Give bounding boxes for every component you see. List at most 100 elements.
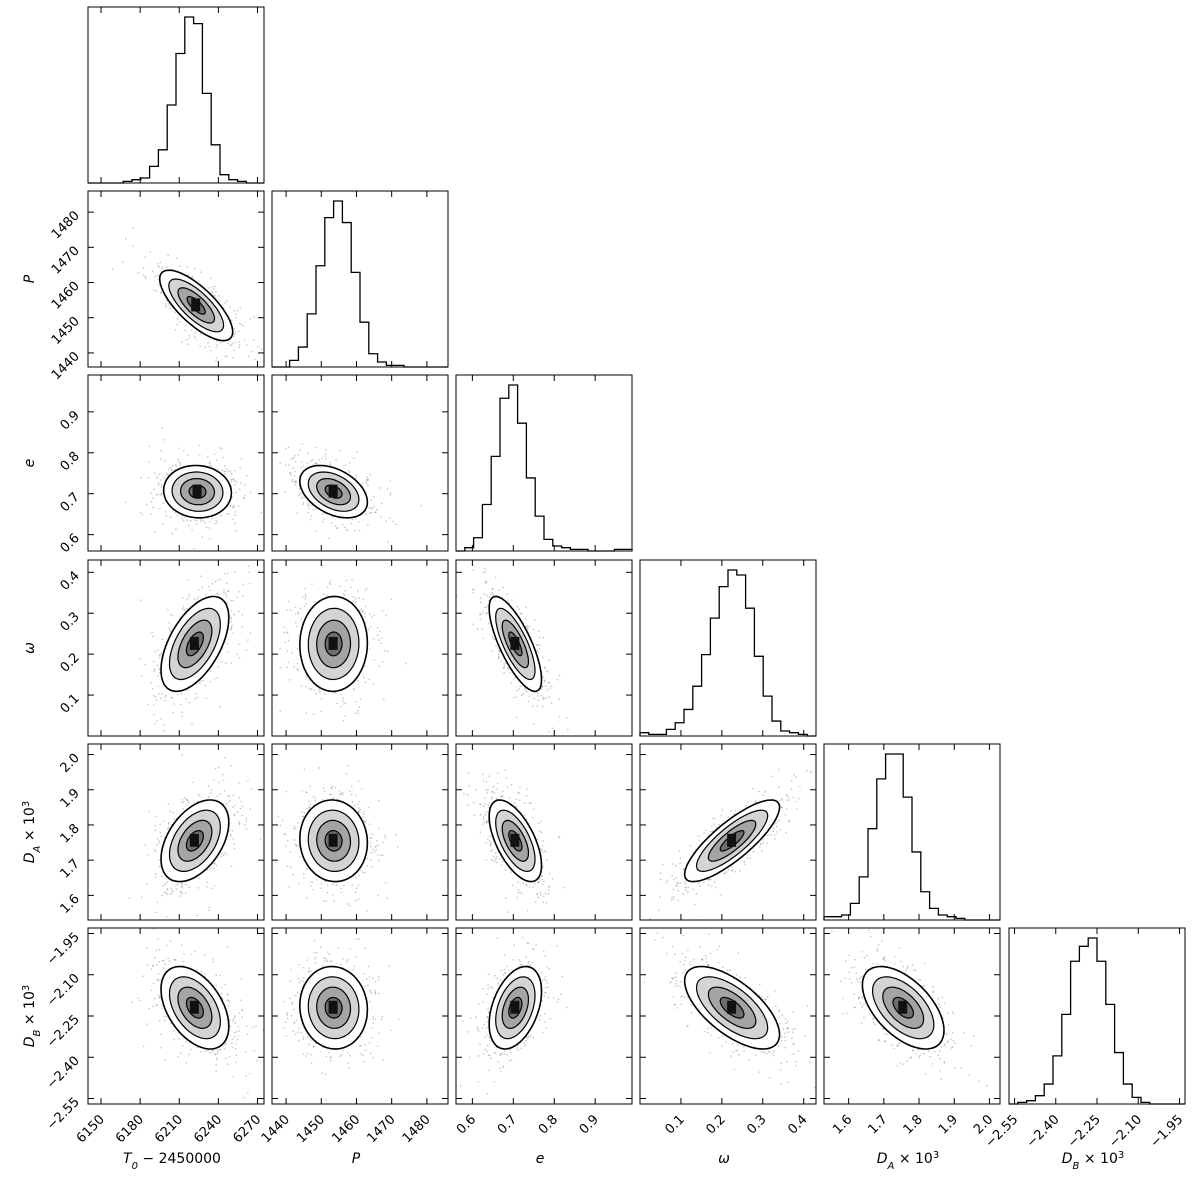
scatter-point	[174, 328, 177, 331]
scatter-panel-content	[138, 565, 264, 732]
scatter-point	[373, 638, 376, 640]
scatter-point	[165, 472, 168, 475]
scatter-point	[232, 504, 235, 507]
scatter-point	[204, 521, 206, 524]
scatter-point	[241, 614, 244, 616]
scatter-point	[157, 685, 160, 688]
scatter-panel-content	[111, 226, 263, 362]
scatter-point	[303, 496, 305, 499]
scatter-point	[172, 811, 174, 814]
scatter-point	[152, 497, 154, 499]
scatter-point	[308, 687, 311, 690]
scatter-point	[180, 883, 183, 886]
scatter-point	[286, 631, 288, 633]
scatter-point	[305, 712, 307, 715]
scatter-point	[210, 887, 213, 890]
scatter-point	[537, 695, 539, 697]
scatter-point	[229, 833, 232, 836]
scatter-point	[315, 692, 318, 695]
scatter-point	[344, 464, 347, 467]
scatter-point	[204, 594, 207, 596]
scatter-point	[201, 586, 203, 589]
scatter-point	[217, 593, 219, 596]
scatter-point	[357, 898, 360, 901]
scatter-point	[169, 466, 172, 469]
scatter-point	[381, 637, 383, 639]
scatter-point	[196, 696, 199, 699]
scatter-point	[323, 787, 325, 789]
scatter-point	[291, 651, 293, 654]
scatter-point	[181, 753, 183, 756]
scatter-point	[357, 590, 359, 592]
scatter-point	[324, 453, 327, 455]
scatter-point	[302, 503, 305, 506]
scatter-point	[232, 478, 235, 481]
scatter-point	[294, 461, 297, 463]
scatter-point	[493, 638, 496, 641]
scatter-point	[289, 471, 291, 474]
scatter-point	[181, 893, 184, 895]
scatter-point	[321, 520, 324, 523]
scatter-point	[189, 519, 192, 522]
scatter-point	[370, 507, 373, 510]
scatter-point	[247, 780, 249, 782]
scatter-point	[471, 588, 474, 591]
scatter-point	[176, 514, 179, 517]
scatter-point	[217, 579, 219, 582]
scatter-point	[289, 609, 292, 612]
scatter-point	[152, 660, 155, 663]
scatter-point	[507, 666, 509, 669]
scatter-point	[231, 473, 233, 475]
scatter-point	[313, 601, 316, 603]
scatter-point	[155, 720, 158, 722]
scatter-point	[420, 504, 422, 507]
scatter-point	[207, 796, 210, 798]
scatter-point	[185, 598, 188, 600]
scatter-point	[213, 677, 216, 680]
scatter-point	[301, 811, 303, 813]
scatter-point	[370, 512, 373, 514]
scatter-point	[339, 585, 341, 588]
scatter-point	[536, 705, 539, 707]
scatter-point	[146, 883, 149, 885]
scatter-point	[378, 827, 381, 830]
scatter-point	[165, 694, 167, 697]
scatter-point	[215, 357, 218, 359]
scatter-point	[229, 470, 232, 472]
scatter-point	[491, 636, 494, 638]
scatter-point	[216, 344, 218, 346]
scatter-point	[238, 656, 241, 659]
scatter-point	[163, 477, 166, 479]
scatter-point	[296, 662, 299, 665]
scatter-point	[372, 683, 375, 685]
scatter-point	[321, 564, 324, 566]
histogram-step-DB	[1009, 937, 1185, 1105]
scatter-point	[236, 653, 238, 656]
scatter-point	[157, 859, 160, 862]
scatter-point	[230, 478, 233, 481]
scatter-point	[185, 339, 188, 341]
scatter-point	[232, 478, 235, 480]
scatter-point	[215, 519, 218, 522]
scatter-point	[160, 697, 162, 700]
scatter-point	[201, 536, 203, 539]
scatter-panel-T0-omega	[87, 559, 265, 737]
scatter-point	[250, 788, 253, 790]
scatter-point	[318, 688, 320, 691]
scatter-point	[497, 658, 500, 660]
scatter-point	[515, 716, 518, 719]
scatter-point	[170, 887, 173, 890]
scatter-point	[178, 265, 181, 267]
scatter-point	[383, 698, 385, 700]
scatter-point	[180, 891, 183, 893]
scatter-point	[345, 528, 348, 531]
scatter-point	[363, 676, 365, 679]
scatter-point	[543, 679, 546, 682]
scatter-point	[329, 461, 332, 464]
scatter-point	[198, 444, 200, 447]
scatter-point	[535, 644, 538, 646]
scatter-point	[160, 492, 163, 495]
scatter-point	[198, 877, 200, 880]
scatter-point	[245, 817, 248, 820]
hist-panel-P	[271, 190, 449, 368]
